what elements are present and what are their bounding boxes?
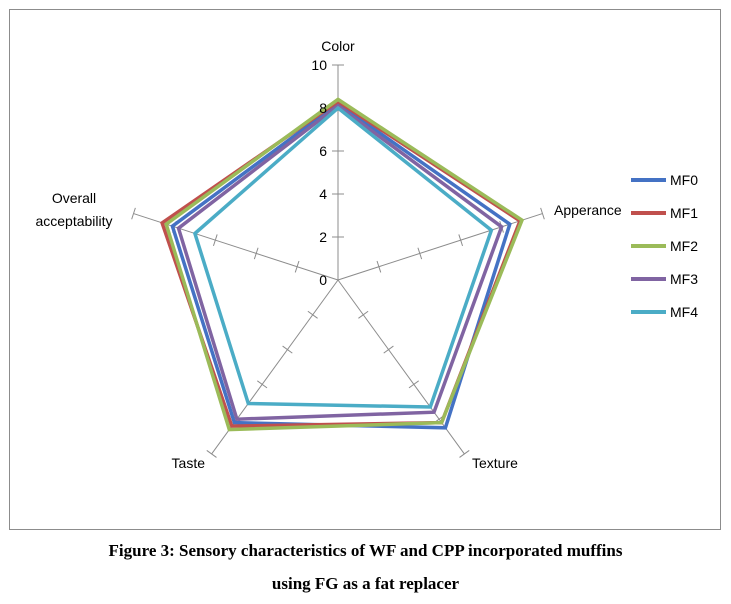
caption-line-2: using FG as a fat replacer [271, 574, 460, 593]
series-line-mf4 [192, 105, 494, 409]
series-line-mf3 [176, 103, 504, 421]
chart-frame: 0 2 4 6 8 10 Color Apperance Texture Taste Overall… [9, 9, 721, 530]
axis-tick-mark [253, 247, 259, 260]
axis-label: Taste [172, 455, 206, 471]
axis-tick-mark [257, 380, 268, 389]
tick-label: 10 [311, 57, 327, 73]
legend-label-mf3: MF3 [670, 271, 698, 287]
axis-tick-mark [131, 207, 136, 220]
axis-tick-mark [376, 260, 382, 273]
axis-tick-mark [294, 260, 300, 273]
figure-caption: Figure 3: Sensory characteristics of WF … [0, 534, 731, 600]
axis-tick-mark [540, 207, 545, 220]
axis-label: Color [321, 38, 355, 54]
tick-label: 4 [319, 186, 327, 202]
axis-label: Apperance [554, 202, 622, 218]
tick-label: 2 [319, 229, 327, 245]
axis-label: Overall [52, 190, 96, 206]
axis-tick-mark [383, 345, 394, 354]
series-line-mf1 [160, 99, 523, 428]
axis-label: acceptability [35, 213, 112, 229]
axis-tick-mark [459, 450, 470, 458]
legend-label-mf2: MF2 [670, 238, 698, 254]
axis-tick-mark [206, 450, 217, 458]
tick-label: 8 [319, 100, 327, 116]
tick-label: 0 [319, 272, 327, 288]
axis-tick-mark [212, 234, 218, 246]
caption-line-1: Figure 3: Sensory characteristics of WF … [108, 541, 623, 560]
axis-label: Texture [472, 455, 518, 471]
axis-tick-mark [408, 380, 419, 389]
axis-tick-mark [417, 247, 423, 260]
axis-tick-mark [358, 310, 369, 319]
legend-label-mf1: MF1 [670, 205, 698, 221]
legend-label-mf4: MF4 [670, 304, 698, 320]
axis-tick-mark [282, 345, 293, 354]
axis-spoke [337, 279, 465, 455]
series-line-mf2 [164, 97, 525, 432]
legend-label-mf0: MF0 [670, 172, 698, 188]
radar-chart: 0 2 4 6 8 10 Color Apperance Texture Taste Overall… [35, 38, 698, 471]
tick-label: 6 [319, 143, 327, 159]
axis-tick-mark [458, 234, 464, 246]
axis-tick-mark [307, 310, 318, 319]
